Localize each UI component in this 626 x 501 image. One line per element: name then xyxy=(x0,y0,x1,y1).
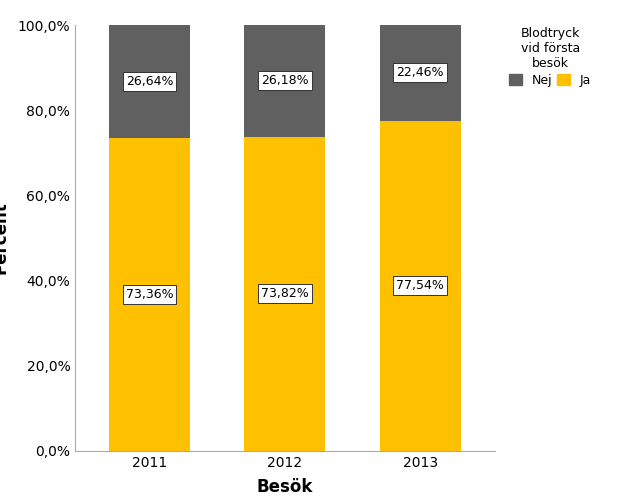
Legend: Nej, Ja: Nej, Ja xyxy=(509,27,591,87)
Bar xyxy=(109,25,190,138)
Text: 22,46%: 22,46% xyxy=(396,66,444,79)
Text: 73,36%: 73,36% xyxy=(126,288,173,301)
Bar xyxy=(109,138,190,451)
Y-axis label: Percent: Percent xyxy=(0,201,9,275)
Text: 26,64%: 26,64% xyxy=(126,75,173,88)
Bar xyxy=(244,25,326,137)
Text: 73,82%: 73,82% xyxy=(261,287,309,300)
Bar xyxy=(379,25,461,121)
Bar xyxy=(379,121,461,451)
Bar xyxy=(244,137,326,451)
Text: 26,18%: 26,18% xyxy=(261,74,309,87)
Text: 77,54%: 77,54% xyxy=(396,279,444,292)
X-axis label: Besök: Besök xyxy=(257,478,313,496)
